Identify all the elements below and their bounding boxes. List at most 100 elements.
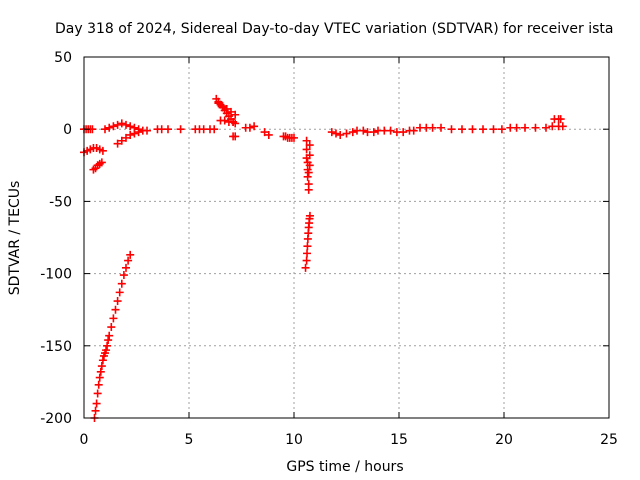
data-point	[95, 373, 104, 382]
x-tick-label: 5	[185, 432, 194, 448]
data-point	[222, 104, 231, 113]
data-point	[231, 110, 240, 119]
data-point	[218, 102, 227, 111]
series-seg-20to23	[506, 122, 567, 132]
data-point	[122, 133, 130, 142]
series-drop-b	[301, 211, 314, 272]
data-point	[126, 250, 135, 259]
data-point	[327, 128, 336, 137]
data-point	[97, 362, 106, 371]
data-point	[290, 133, 298, 142]
chart-title: Day 318 of 2024, Sidereal Day-to-day VTE…	[55, 21, 613, 37]
data-point	[96, 367, 105, 376]
data-point	[447, 125, 456, 134]
data-point	[94, 380, 103, 389]
data-point	[301, 263, 310, 272]
data-point	[260, 128, 269, 137]
data-point	[489, 125, 498, 134]
data-point	[117, 136, 126, 145]
data-point	[512, 123, 521, 132]
data-point	[117, 279, 126, 288]
data-point	[305, 151, 314, 160]
data-point	[126, 130, 135, 139]
data-point	[303, 172, 312, 181]
series-dip-low	[89, 158, 106, 174]
data-point	[164, 125, 172, 134]
data-point	[130, 129, 139, 138]
y-tick-label: 0	[63, 122, 72, 138]
y-tick-label: -50	[49, 194, 72, 210]
data-point	[369, 128, 378, 137]
x-tick-label: 25	[600, 432, 618, 448]
data-point	[93, 389, 102, 398]
data-point	[109, 314, 118, 323]
series-seg-5to6	[191, 125, 219, 134]
data-point	[115, 288, 124, 297]
series-cluster-1	[101, 119, 151, 135]
data-point	[305, 141, 314, 150]
data-point	[214, 99, 223, 108]
data-point	[124, 256, 133, 265]
data-point	[220, 116, 229, 125]
data-point	[92, 399, 101, 408]
data-points	[80, 94, 567, 422]
data-point	[409, 126, 418, 135]
data-point	[399, 128, 408, 137]
data-point	[531, 123, 540, 132]
x-tick-label: 15	[390, 432, 408, 448]
axis-ticks: 0 5 10 15 20 25 -200 -150 -100 -50 0 50	[40, 50, 618, 448]
data-point	[302, 256, 311, 265]
data-point	[458, 125, 466, 134]
data-point	[229, 117, 238, 126]
data-point	[428, 123, 437, 132]
data-point	[98, 356, 107, 365]
data-point	[103, 341, 112, 350]
data-point	[250, 122, 259, 131]
data-point	[122, 120, 130, 129]
series-end-points	[550, 115, 565, 124]
x-tick-label: 20	[495, 432, 513, 448]
data-point	[437, 123, 445, 132]
y-tick-label: 50	[54, 50, 72, 66]
data-point	[386, 126, 395, 135]
data-point	[304, 185, 313, 194]
series-drop-a	[302, 136, 314, 194]
series-cluster-1-low	[113, 128, 143, 148]
data-point	[245, 123, 254, 132]
data-point	[97, 158, 106, 167]
data-point	[332, 129, 340, 138]
data-point	[302, 145, 311, 154]
series-seg-9b	[279, 132, 298, 142]
data-point	[497, 125, 506, 134]
data-point	[119, 271, 128, 280]
data-point	[303, 242, 312, 251]
series-bump-6b	[214, 99, 240, 119]
data-point	[101, 125, 109, 134]
data-point	[111, 305, 120, 314]
data-point	[558, 122, 567, 131]
data-point	[556, 115, 565, 124]
series-seg-9	[260, 128, 273, 139]
data-point	[359, 126, 368, 135]
y-tick-label: -200	[40, 411, 72, 427]
series-seg-16to20	[416, 123, 506, 134]
y-axis-label: SDTVAR / TECUs	[7, 181, 23, 296]
data-point	[126, 122, 135, 131]
series-bump-6c	[216, 116, 238, 126]
y-tick-label: -150	[40, 339, 72, 355]
data-point	[468, 125, 477, 134]
data-point	[210, 125, 219, 134]
data-point	[176, 125, 185, 134]
data-point	[305, 211, 314, 220]
data-point	[113, 139, 122, 148]
data-point	[98, 146, 107, 155]
data-point	[227, 107, 235, 116]
series-sparse-mid	[153, 125, 185, 134]
data-point	[542, 123, 550, 132]
grid-lines	[84, 57, 609, 418]
x-axis-label: GPS time / hours	[286, 459, 403, 475]
data-point	[264, 130, 273, 139]
data-point	[336, 130, 345, 139]
series-early-dip	[80, 143, 107, 157]
